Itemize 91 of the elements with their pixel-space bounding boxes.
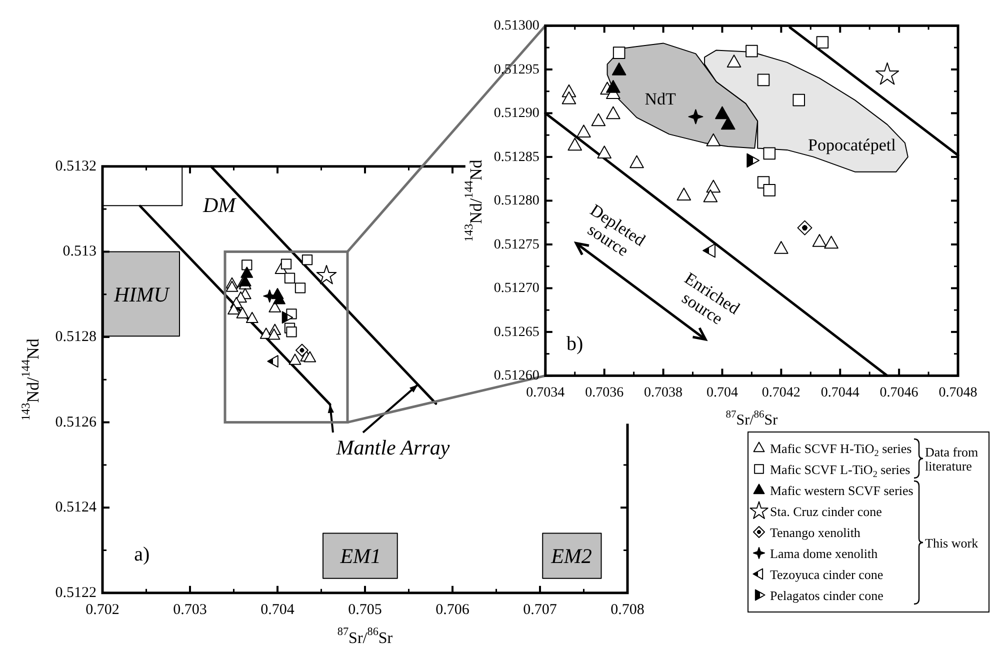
x-axis-title: $^{87}$Sr/$^{86}$Sr: [726, 410, 778, 429]
x-tick-label: 0.702: [86, 602, 120, 618]
point: [606, 106, 620, 120]
x-tick-label: 0.7038: [644, 385, 683, 400]
point: [630, 155, 644, 168]
x-tick-label: 0.7048: [938, 385, 978, 400]
legend-label: Mafic western SCVF series: [770, 482, 914, 498]
point: [597, 146, 612, 158]
x-tick-label: 0.7036: [585, 385, 624, 400]
point: [591, 113, 606, 126]
legend-label: Tenango xenolith: [770, 524, 861, 540]
point: [792, 94, 805, 106]
legend-label: Tezoyuca cinder cone: [770, 566, 884, 582]
point: [268, 301, 282, 312]
point: [228, 303, 240, 315]
x-tick-label: 0.708: [610, 602, 644, 618]
legend-label: Mafic SCVF H-TiO$_{2}$ series: [770, 440, 912, 458]
point: [267, 355, 278, 368]
y-tick-label: 0.51265: [494, 324, 540, 340]
x-tick-label: 0.706: [436, 602, 470, 618]
x-tick-label: 0.705: [348, 602, 382, 618]
x-tick-label: 0.7044: [820, 385, 860, 400]
y-tick-label: 0.5128: [55, 329, 96, 345]
annotation: HIMU: [113, 282, 171, 306]
point: [606, 80, 620, 93]
annotation: NdT: [644, 88, 677, 108]
point: [294, 282, 306, 294]
x-tick-label: 0.704: [706, 385, 738, 400]
point: [703, 189, 718, 202]
text: Data from literature: [925, 444, 978, 473]
y-tick-label: 0.5132: [55, 158, 96, 174]
point: [304, 351, 316, 362]
point: [746, 44, 758, 58]
point: [562, 91, 576, 104]
annotation: EM2: [550, 544, 592, 568]
legend-label: Lama dome xenolith: [770, 546, 878, 560]
legend-label: Sta. Cruz cinder cone: [770, 504, 882, 518]
point: [316, 264, 337, 284]
y-tick-label: 0.51300: [494, 18, 540, 34]
y-tick-label: 0.5126: [55, 414, 97, 430]
x-axis-title: $^{87}$Sr/$^{86}$Sr: [337, 626, 394, 646]
legend-label: Mafic SCVF L-TiO$_{2}$ series: [770, 462, 910, 479]
x-tick-label: 0.7046: [880, 385, 918, 400]
point: [282, 311, 294, 324]
y-tick-label: 0.51290: [494, 106, 540, 121]
point: [226, 280, 238, 292]
annotation: b): [566, 333, 584, 356]
x-tick-label: 0.707: [523, 602, 558, 618]
x-tick-label: 0.704: [260, 602, 295, 618]
point: [284, 272, 296, 284]
y-tick-label: 0.5124: [55, 500, 97, 516]
point: [715, 106, 730, 120]
annotation: Popocatépetl: [808, 135, 896, 154]
point: [568, 138, 582, 151]
point: [236, 307, 249, 318]
y-tick-label: 0.51280: [494, 193, 540, 208]
point: [706, 133, 721, 146]
y-tick-label: 0.51260: [494, 368, 540, 384]
point: [688, 109, 704, 124]
legend-label: Pelagatos cinder cone: [770, 588, 884, 602]
y-tick-label: 0.513: [62, 244, 96, 260]
point: [240, 266, 254, 278]
point: [268, 328, 280, 340]
point: [720, 116, 736, 130]
point: [726, 54, 742, 68]
point: [286, 326, 297, 338]
y-tick-label: 0.51285: [494, 149, 540, 164]
point: [824, 236, 838, 249]
x-tick-label: 0.703: [173, 602, 207, 618]
y-tick-label: 0.51270: [494, 280, 540, 296]
annotation: Mantle Array: [335, 435, 450, 460]
annotation: DM: [202, 192, 238, 217]
y-tick-label: 0.51275: [494, 236, 540, 252]
point: [876, 62, 900, 85]
point: [242, 260, 252, 270]
annotation: EM1: [339, 544, 382, 568]
point: [612, 62, 626, 76]
point: [280, 258, 292, 270]
point: [296, 344, 308, 357]
text: This work: [925, 535, 979, 550]
annotation: a): [134, 544, 150, 566]
point: [612, 46, 626, 59]
point: [288, 354, 302, 365]
point: [302, 254, 313, 266]
point: [246, 312, 258, 324]
x-tick-label: 0.7034: [526, 385, 565, 400]
point: [702, 243, 716, 258]
point: [797, 220, 812, 236]
y-tick-label: 0.5122: [55, 584, 96, 601]
x-tick-label: 0.7042: [762, 385, 800, 400]
point: [757, 74, 770, 86]
